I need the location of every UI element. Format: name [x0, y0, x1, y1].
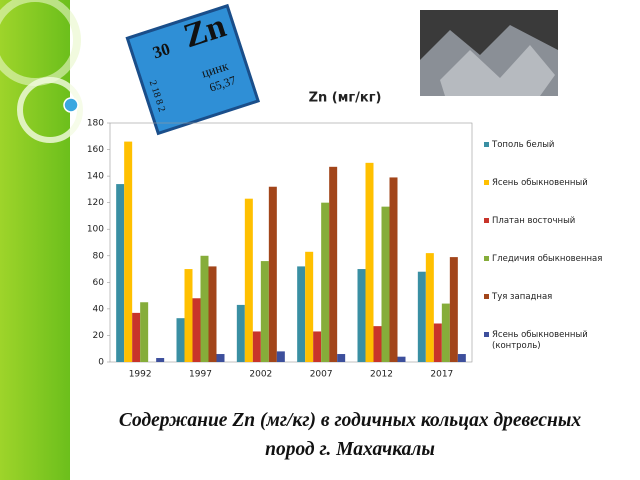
- legend-label: Тополь белый: [492, 140, 555, 150]
- legend-label: Туя западная: [492, 292, 553, 302]
- bar: [373, 326, 382, 362]
- bar: [425, 253, 434, 362]
- y-tick-label: 60: [93, 278, 105, 288]
- bar: [116, 184, 125, 362]
- legend-swatch: [484, 218, 489, 223]
- legend-item: Ясень обыкновенный: [484, 178, 614, 189]
- bar: [449, 257, 458, 362]
- bar: [365, 162, 374, 362]
- bar: [457, 354, 466, 362]
- bar: [216, 354, 225, 362]
- bar: [236, 304, 245, 362]
- legend-swatch: [484, 180, 489, 185]
- bar: [297, 266, 306, 362]
- bar: [140, 302, 149, 362]
- y-tick-label: 180: [87, 119, 104, 129]
- bar: [192, 298, 201, 362]
- x-tick-label: 2012: [370, 370, 393, 380]
- decor-circle: [17, 77, 83, 143]
- tile-number: 30: [150, 39, 172, 62]
- legend-item: Туя западная: [484, 292, 614, 303]
- x-tick-label: 2002: [249, 370, 272, 380]
- photo: [420, 10, 558, 96]
- bar: [200, 255, 209, 362]
- bar: [132, 312, 141, 362]
- y-tick-label: 100: [87, 225, 104, 235]
- legend-item: Тополь белый: [484, 140, 614, 151]
- bar: [397, 356, 406, 362]
- y-tick-label: 0: [98, 358, 104, 368]
- bar: [260, 261, 269, 362]
- bar: [156, 358, 165, 362]
- bar: [417, 271, 426, 362]
- bar: [305, 251, 314, 362]
- bar: [329, 166, 338, 362]
- bar: [313, 331, 322, 362]
- bar: [389, 177, 398, 362]
- legend-item: Платан восточный: [484, 216, 614, 227]
- decor-dot: [63, 97, 79, 113]
- plot-frame: [109, 122, 473, 363]
- legend-item: Ясень обыкновенный (контроль): [484, 330, 614, 352]
- bar: [433, 323, 442, 362]
- legend-swatch: [484, 256, 489, 261]
- photo-shard: [440, 45, 555, 96]
- chart-title: Zn (мг/кг): [309, 91, 382, 106]
- bar: [176, 318, 185, 362]
- bar: [208, 266, 217, 362]
- y-tick-label: 80: [93, 251, 105, 261]
- bar: [441, 303, 450, 362]
- bar: [252, 331, 261, 362]
- y-tick-label: 40: [93, 304, 105, 314]
- x-tick-label: 2017: [430, 370, 453, 380]
- tile-box: [125, 3, 261, 136]
- bar: [268, 186, 277, 362]
- y-tick-label: 120: [87, 198, 104, 208]
- x-tick-label: 2007: [310, 370, 333, 380]
- bar: [381, 206, 390, 362]
- bar: [184, 269, 193, 362]
- y-tick-label: 140: [87, 172, 104, 182]
- y-tick-label: 20: [93, 331, 105, 341]
- x-tick-label: 1992: [129, 370, 152, 380]
- legend-label: Ясень обыкновенный: [492, 178, 588, 188]
- bar: [276, 351, 285, 362]
- element-tile: 30 Zn цинк 65,37 2 18 8 2: [125, 3, 261, 136]
- bar: [244, 198, 253, 362]
- x-tick-label: 1997: [189, 370, 212, 380]
- legend-label: Ясень обыкновенный (контроль): [492, 330, 588, 351]
- legend-item: Гледичия обыкновенная: [484, 254, 614, 265]
- legend-swatch: [484, 294, 489, 299]
- bar: [357, 269, 366, 362]
- legend-label: Платан восточный: [492, 216, 576, 226]
- legend-swatch: [484, 332, 489, 337]
- y-tick-label: 160: [87, 145, 104, 155]
- legend-label: Гледичия обыкновенная: [492, 254, 603, 264]
- bar: [124, 141, 133, 362]
- bar: [337, 354, 346, 362]
- bar: [321, 202, 330, 362]
- caption: Содержание Zn (мг/кг) в годичных кольцах…: [118, 410, 582, 460]
- legend-swatch: [484, 142, 489, 147]
